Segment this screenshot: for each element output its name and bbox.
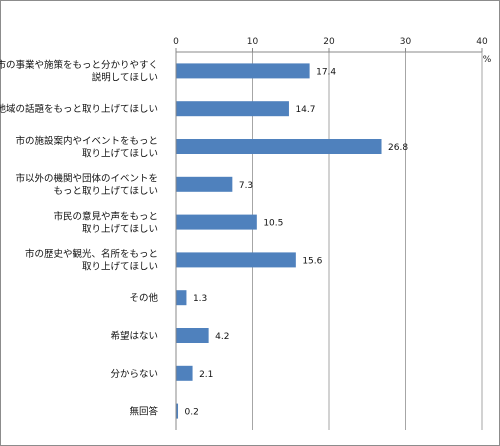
x-axis-ticks: 0 10 20 30 40 [173, 37, 488, 53]
x-tick-label: 20 [323, 37, 335, 47]
bar [176, 403, 179, 419]
category-label: 市以外の機関や団体のイベントを [15, 173, 158, 185]
bar [176, 63, 310, 79]
x-tick-label: 30 [400, 37, 412, 47]
unit-label: % [483, 55, 492, 65]
bars: 17.4 14.7 26.8 7.3 10.5 15.6 1.3 4.2 2.1 0.2 [176, 63, 408, 419]
x-tick-label: 40 [476, 37, 488, 47]
data-label: 7.3 [239, 181, 253, 191]
data-label: 17.4 [316, 67, 336, 77]
x-tick-label: 0 [173, 37, 179, 47]
category-label: 取り上げてほしい [82, 224, 158, 235]
category-label: 分からない [110, 369, 158, 380]
bar [176, 139, 382, 154]
data-label: 14.7 [295, 105, 315, 115]
data-label: 2.1 [199, 370, 213, 380]
category-label: 市民の意見や声をもっと [53, 210, 158, 222]
category-label: その他 [129, 292, 158, 304]
data-label: 0.2 [185, 408, 199, 418]
bar [176, 290, 187, 306]
bar [176, 328, 209, 343]
bar [176, 252, 296, 268]
bar [176, 101, 289, 117]
bar [176, 365, 193, 381]
data-label: 15.6 [302, 256, 322, 266]
category-label: 市の事業や施策をもっと分かりやすく [0, 59, 158, 71]
category-labels: 市の事業や施策をもっと分かりやすく説明してほしい地域の話題をもっと取り上げてほし… [0, 59, 158, 417]
data-label: 4.2 [215, 332, 229, 342]
category-label: 地域の話題をもっと取り上げてほしい [0, 103, 158, 115]
data-label: 26.8 [388, 143, 408, 153]
bar [176, 214, 257, 230]
data-label: 1.3 [193, 294, 207, 304]
category-label: 取り上げてほしい [82, 262, 158, 273]
category-label: もっと取り上げてほしい [53, 186, 158, 197]
x-tick-label: 10 [247, 37, 259, 47]
category-label: 説明してほしい [92, 72, 158, 84]
category-label: 希望はない [110, 330, 158, 342]
bar [176, 176, 233, 192]
category-label: 無回答 [129, 406, 158, 418]
category-label: 市の歴史や観光、名所をもっと [25, 248, 158, 260]
category-label: 市の施設案内やイベントをもっと [15, 135, 158, 147]
category-label: 取り上げてほしい [82, 148, 158, 159]
data-label: 10.5 [263, 219, 283, 229]
